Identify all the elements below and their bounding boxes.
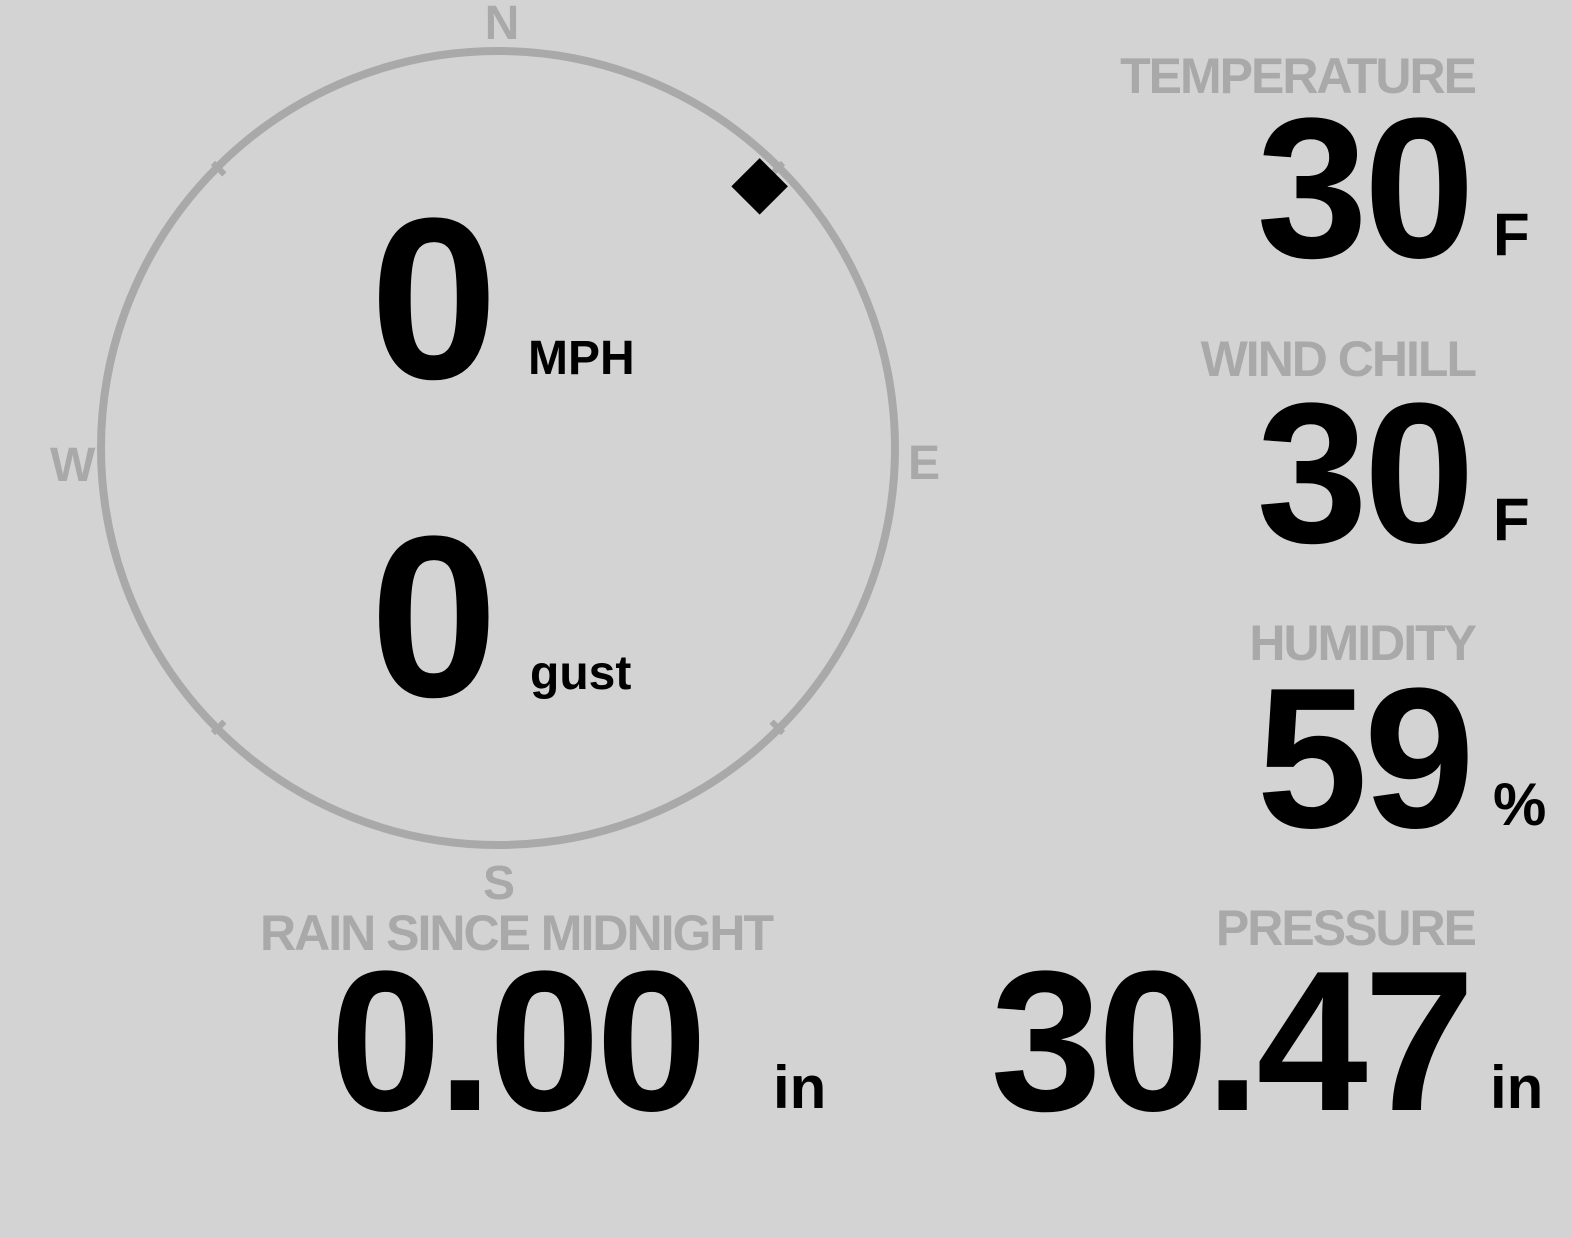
wind-chill-unit: F bbox=[1493, 486, 1530, 553]
pressure-unit: in bbox=[1490, 1054, 1544, 1121]
wind-chill-value: 30 bbox=[1256, 362, 1475, 585]
compass-tick bbox=[210, 719, 227, 736]
rain-label: RAIN SINCE MIDNIGHT bbox=[260, 905, 774, 961]
compass-tick bbox=[210, 160, 227, 177]
pressure-value: 30.47 bbox=[990, 930, 1475, 1153]
humidity-unit: % bbox=[1493, 771, 1547, 838]
wind-gust-value: 0 bbox=[370, 488, 498, 745]
compass-ticks bbox=[210, 160, 786, 736]
rain-value: 0.00 bbox=[330, 930, 707, 1153]
compass-west: W bbox=[50, 439, 96, 492]
wind-speed-unit: MPH bbox=[528, 332, 635, 385]
temperature-unit: F bbox=[1493, 201, 1530, 268]
wind-speed-value: 0 bbox=[370, 170, 498, 427]
compass-tick bbox=[769, 719, 786, 736]
humidity-value: 59 bbox=[1256, 647, 1475, 870]
humidity-label: HUMIDITY bbox=[1249, 615, 1477, 671]
temperature-value: 30 bbox=[1256, 77, 1475, 300]
pressure-label: PRESSURE bbox=[1215, 900, 1477, 956]
wind-gust-unit: gust bbox=[530, 647, 632, 700]
temperature-label: TEMPERATURE bbox=[1120, 48, 1477, 104]
compass-north: N bbox=[484, 0, 520, 50]
compass-east: E bbox=[908, 437, 941, 490]
wind-chill-label: WIND CHILL bbox=[1200, 331, 1477, 387]
compass-ring bbox=[97, 47, 899, 849]
compass-south: S bbox=[482, 857, 516, 910]
rain-unit: in bbox=[773, 1054, 827, 1121]
